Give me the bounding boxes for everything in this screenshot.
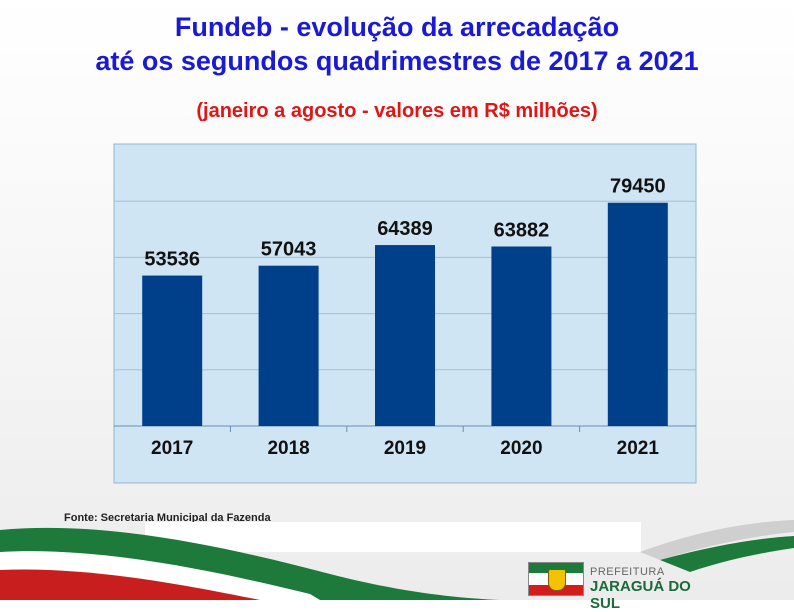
wave-red-band (0, 569, 260, 600)
bar-2017 (142, 275, 203, 426)
data-labels: 53536 57043 64389 63882 79450 (144, 176, 665, 271)
logo-text-city: JARAGUÁ DO SUL (590, 578, 691, 612)
x-tick-2020: 2020 (500, 438, 542, 459)
x-tick-2019: 2019 (384, 438, 426, 459)
data-label-2021: 79450 (610, 176, 666, 198)
data-label-2020: 63882 (494, 219, 550, 241)
x-tick-2021: 2021 (617, 438, 660, 459)
source-note: Fonte: Secretaria Municipal da Fazenda (64, 512, 271, 524)
flag-icon (528, 562, 584, 596)
bar-2019 (375, 245, 435, 426)
chart-title-line2: até os segundos quadrimestres de 2017 a … (95, 46, 699, 76)
bars (142, 202, 668, 426)
logo-text-prefeitura: PREFEITURA (590, 566, 665, 578)
blank-box (145, 522, 641, 552)
bar-2020 (491, 246, 552, 426)
x-tick-2017: 2017 (151, 438, 193, 459)
wave-right-green (660, 536, 794, 572)
chart-title-line1: Fundeb - evolução da arrecadação (174, 12, 620, 42)
prefeitura-logo: PREFEITURA JARAGUÁ DO SUL (528, 560, 698, 612)
x-tick-2018: 2018 (267, 438, 309, 459)
chart-subtitle: (janeiro a agosto - valores em R$ milhõe… (196, 100, 598, 122)
crest-icon (548, 569, 566, 591)
data-label-2019: 64389 (377, 218, 433, 240)
data-label-2018: 57043 (261, 239, 317, 261)
bar-2018 (258, 265, 319, 426)
x-tick-labels: 2017 2018 2019 2020 2021 (151, 426, 659, 459)
bar-2021 (607, 202, 668, 426)
data-label-2017: 53536 (144, 249, 200, 271)
wave-gray-band (640, 520, 794, 560)
